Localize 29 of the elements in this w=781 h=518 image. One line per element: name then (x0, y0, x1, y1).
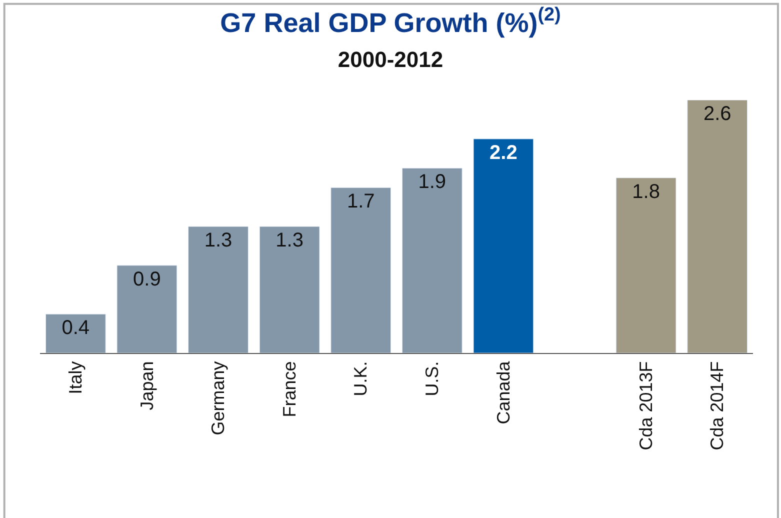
bar (116, 265, 178, 353)
data-label: 1.3 (204, 230, 232, 252)
x-tick-label: Japan (136, 361, 157, 410)
bar (188, 226, 248, 353)
bar (687, 100, 748, 353)
x-tick-label: Cda 2014F (707, 361, 728, 450)
x-tick-label: Germany (208, 361, 228, 436)
bar (45, 314, 106, 353)
data-label: 1.3 (276, 230, 304, 252)
chart-subtitle: 2000-2012 (338, 47, 444, 72)
data-label: 1.7 (346, 190, 375, 213)
data-label: 1.9 (418, 171, 446, 194)
x-tick-label: U.S. (422, 361, 442, 396)
data-label: 0.4 (62, 317, 90, 340)
data-label: 2.2 (490, 142, 518, 164)
x-tick-label: Canada (493, 360, 514, 424)
bar (616, 178, 676, 353)
bar (330, 187, 392, 353)
data-label: 2.6 (703, 103, 732, 125)
data-label: 1.8 (632, 180, 660, 203)
x-tick-label: Cda 2013F (636, 361, 656, 450)
bar (473, 138, 534, 353)
chart-title: G7 Real GDP Growth (%)$^{(2)}$ (220, 4, 561, 38)
data-label: 0.9 (133, 268, 161, 290)
bar (402, 168, 462, 353)
x-tick-label: Italy (66, 361, 86, 394)
x-tick-label: U.K. (350, 361, 371, 396)
bar (259, 226, 320, 353)
x-tick-label: France (279, 361, 300, 418)
